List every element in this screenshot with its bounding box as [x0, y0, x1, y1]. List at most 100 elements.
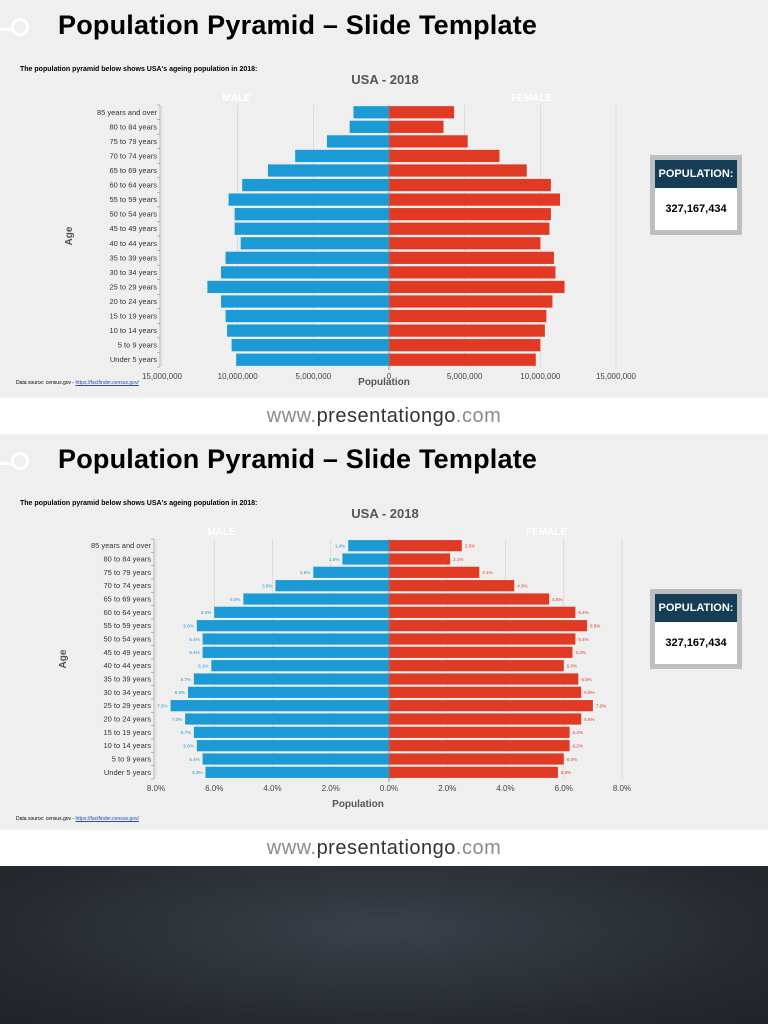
bar-male	[225, 251, 389, 264]
bar-male	[326, 135, 389, 148]
footer-suffix: .com	[455, 837, 502, 859]
data-label-male: 6.0%	[201, 610, 211, 615]
bar-female	[389, 553, 451, 565]
data-label-male: 6.6%	[184, 743, 194, 748]
title-connector-line	[0, 462, 20, 465]
category-label: 40 to 44 years	[109, 239, 157, 248]
footer-brand: presentationgo	[316, 837, 456, 859]
population-card: POPULATION: 327,167,434	[650, 589, 742, 669]
category-label: 65 to 69 years	[109, 166, 157, 175]
data-label-male: 7.5%	[157, 703, 167, 708]
title-bar: Population Pyramid – Slide Template	[0, 0, 768, 62]
data-label-male: 6.3%	[192, 770, 202, 775]
category-label: 60 to 64 years	[103, 608, 151, 617]
bar-female	[389, 237, 541, 250]
bar-male	[240, 237, 389, 250]
data-label-female: 5.8%	[561, 770, 571, 775]
footer-brand: presentationgo	[316, 405, 456, 427]
data-label-male: 6.6%	[184, 623, 194, 628]
bar-male	[196, 740, 389, 752]
bar-male	[349, 120, 389, 133]
category-label: 10 to 14 years	[103, 741, 151, 750]
bar-female	[389, 713, 582, 725]
category-label: 55 to 59 years	[103, 621, 151, 630]
dark-background-panel	[0, 866, 768, 1024]
category-label: 45 to 49 years	[103, 648, 151, 657]
footer-suffix: .com	[455, 405, 502, 427]
footer-prefix: www.	[266, 405, 317, 427]
x-tick-label: 2.0%	[322, 784, 340, 793]
data-label-female: 2.1%	[453, 557, 463, 562]
category-label: 70 to 74 years	[109, 151, 157, 160]
legend-female: FEMALE	[525, 527, 568, 538]
category-label: 20 to 24 years	[103, 715, 151, 724]
x-tick-label: 15,000,000	[596, 372, 637, 381]
bar-female	[389, 580, 515, 592]
category-label: Under 5 years	[104, 768, 151, 777]
bar-female	[389, 135, 468, 148]
bar-male	[234, 222, 389, 235]
data-source-link[interactable]: https://factfinder.census.gov/	[75, 380, 139, 386]
bar-female	[389, 149, 500, 163]
data-source-link[interactable]: https://factfinder.census.gov/	[75, 816, 139, 822]
bar-male	[202, 646, 389, 658]
bar-male	[221, 295, 389, 308]
data-label-female: 6.8%	[590, 623, 600, 628]
category-label: 30 to 34 years	[109, 268, 157, 277]
bar-male	[231, 339, 389, 352]
bar-female	[389, 740, 570, 752]
y-axis-title: Age	[64, 226, 75, 245]
data-source: Data source: census.gov - https://factfi…	[16, 380, 139, 386]
bar-male	[188, 686, 389, 698]
category-label: 10 to 14 years	[109, 326, 157, 335]
data-label-female: 6.0%	[567, 663, 577, 668]
category-label: 15 to 19 years	[103, 728, 151, 737]
category-label: 75 to 79 years	[103, 568, 151, 577]
category-label: 50 to 54 years	[109, 210, 157, 219]
bar-female	[389, 280, 565, 294]
data-label-male: 6.1%	[198, 663, 208, 668]
data-label-male: 6.7%	[181, 677, 191, 682]
population-value: 327,167,434	[655, 188, 737, 230]
data-label-female: 6.6%	[584, 717, 594, 722]
intro-text: The population pyramid below shows USA's…	[20, 500, 258, 507]
data-source: Data source: census.gov - https://factfi…	[16, 816, 139, 822]
x-axis-title: Population	[332, 799, 384, 810]
data-label-male: 6.9%	[175, 690, 185, 695]
data-label-male: 7.0%	[172, 717, 182, 722]
x-tick-label: 5,000,000	[447, 372, 483, 381]
title-bar: Population Pyramid – Slide Template	[0, 434, 768, 496]
bar-female	[389, 324, 545, 337]
bar-male	[234, 208, 389, 221]
category-label: 25 to 29 years	[103, 701, 151, 710]
bar-female	[389, 208, 551, 221]
category-label: 65 to 69 years	[103, 595, 151, 604]
bar-male	[207, 280, 389, 294]
x-tick-label: 0	[387, 372, 392, 381]
bar-female	[389, 178, 551, 192]
data-label-male: 1.4%	[335, 543, 345, 548]
x-tick-label: 6.0%	[205, 784, 223, 793]
chart-title: USA - 2018	[351, 72, 419, 87]
bar-male	[211, 660, 389, 672]
bar-male	[242, 178, 389, 192]
x-tick-label: 10,000,000	[520, 372, 561, 381]
bar-male	[185, 713, 389, 725]
data-label-female: 4.3%	[517, 583, 527, 588]
population-card: POPULATION: 327,167,434	[650, 155, 742, 235]
x-tick-label: 4.0%	[496, 784, 514, 793]
bar-female	[389, 251, 554, 264]
bar-male	[342, 553, 389, 565]
category-label: 70 to 74 years	[103, 581, 151, 590]
data-label-male: 2.6%	[300, 570, 310, 575]
data-label-male: 6.4%	[189, 757, 199, 762]
footer-prefix: www.	[266, 837, 317, 859]
bar-female	[389, 295, 553, 308]
data-label-female: 6.6%	[584, 690, 594, 695]
population-label: POPULATION:	[655, 160, 737, 188]
category-label: 80 to 84 years	[109, 122, 157, 131]
title-circle-icon	[11, 452, 29, 470]
x-tick-label: 5,000,000	[296, 372, 332, 381]
data-label-male: 6.4%	[189, 637, 199, 642]
x-tick-label: 0.0%	[380, 784, 398, 793]
